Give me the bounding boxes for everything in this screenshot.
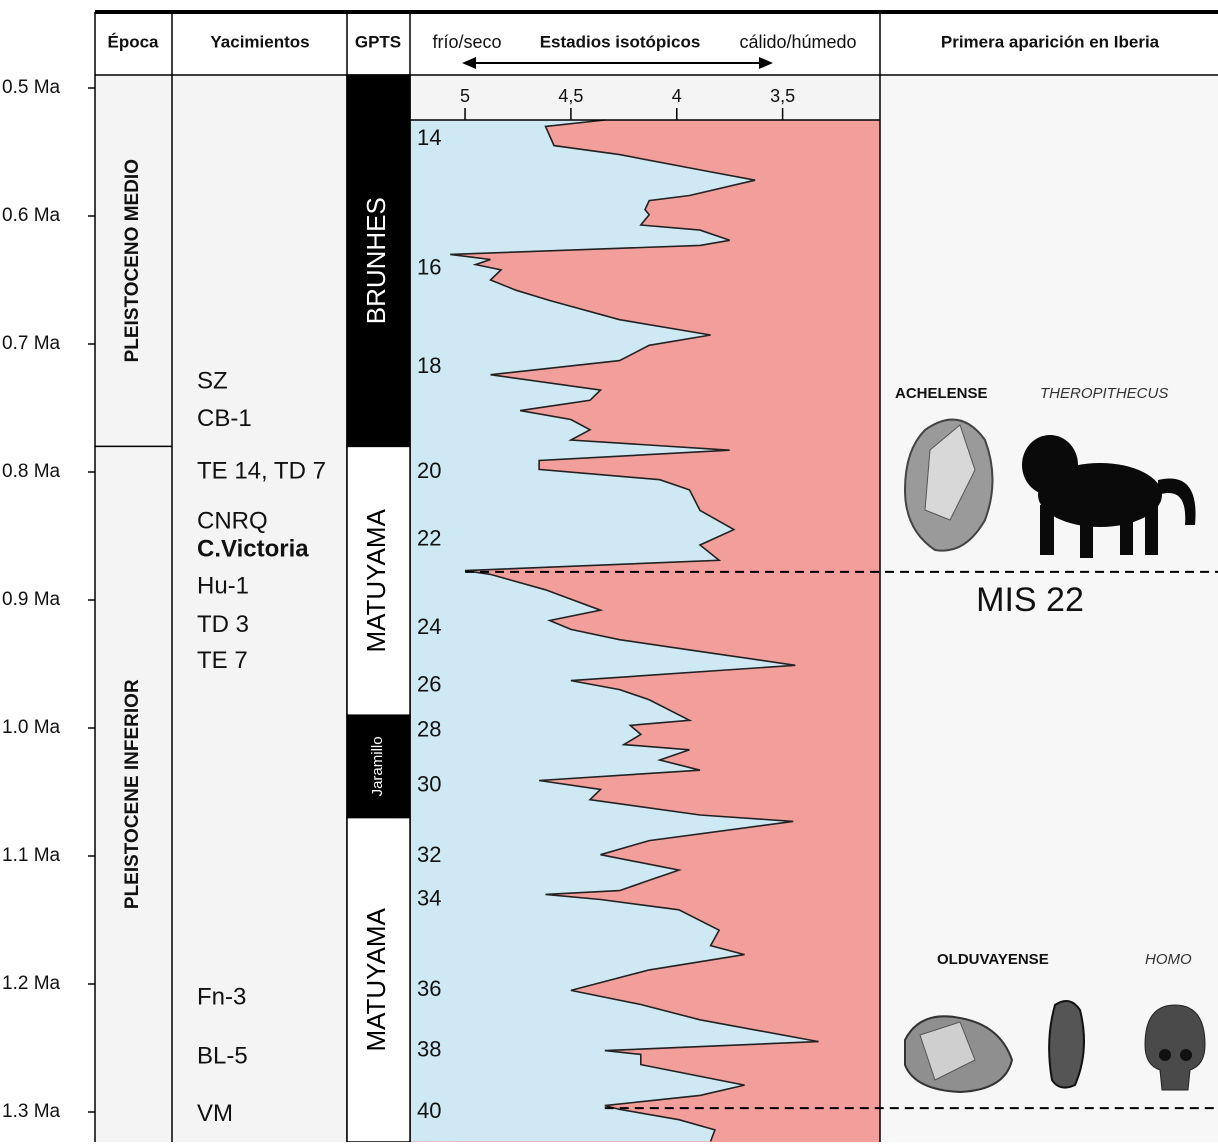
stage-label: 22 (417, 526, 441, 551)
chron-name: MATUYAMA (361, 907, 391, 1051)
header-first: Primera aparición en Iberia (941, 32, 1160, 51)
stage-label: 16 (417, 254, 441, 279)
header-cold: frío/seco (432, 32, 501, 52)
header-epoch: Época (107, 32, 159, 51)
chron-name: MATUYAMA (361, 508, 391, 652)
site-name: C.Victoria (197, 535, 309, 562)
x-tick-label: 4,5 (558, 86, 583, 106)
header-gpts: GPTS (355, 32, 401, 51)
mis-22-label: MIS 22 (976, 581, 1084, 619)
stage-label: 14 (417, 125, 441, 150)
stage-label: 32 (417, 842, 441, 867)
site-name: CNRQ (197, 507, 268, 534)
header-warm: cálido/húmedo (739, 32, 856, 52)
stage-label: 38 (417, 1036, 441, 1061)
appearance-item: HOMO (1145, 951, 1192, 968)
header-isotopes: Estadios isotópicos (540, 32, 701, 51)
stage-label: 20 (417, 458, 441, 483)
site-name: VM (197, 1100, 233, 1127)
age-tick-label: 0.6 Ma (2, 205, 61, 226)
stage-label: 40 (417, 1098, 441, 1123)
age-tick-label: 0.9 Ma (2, 589, 61, 610)
stage-label: 36 (417, 976, 441, 1001)
age-tick-label: 1.1 Ma (2, 845, 61, 866)
arrow (462, 57, 773, 69)
site-name: TE 7 (197, 647, 248, 674)
appearance-item: OLDUVAYENSE (937, 951, 1049, 968)
appearance-item: THEROPITHECUS (1040, 385, 1168, 402)
age-tick-label: 0.5 Ma (2, 77, 61, 98)
site-name: Hu-1 (197, 573, 249, 600)
stage-label: 24 (417, 614, 441, 639)
site-name: SZ (197, 368, 228, 395)
age-tick-label: 0.7 Ma (2, 333, 61, 354)
x-tick-label: 5 (460, 86, 470, 106)
x-tick-label: 4 (672, 86, 682, 106)
site-name: TE 14, TD 7 (197, 457, 326, 484)
flake-icon (1049, 1001, 1084, 1088)
site-name: TD 3 (197, 611, 249, 638)
age-tick-label: 1.0 Ma (2, 717, 61, 738)
site-name: CB-1 (197, 405, 252, 432)
site-name: BL-5 (197, 1042, 248, 1069)
age-tick-label: 0.8 Ma (2, 461, 61, 482)
site-name: Fn-3 (197, 983, 246, 1010)
stage-label: 18 (417, 353, 441, 378)
epoch-name: PLEISTOCENE INFERIOR (122, 679, 143, 909)
epoch-name: PLEISTOCENO MEDIO (122, 159, 143, 362)
x-tick-label: 3,5 (770, 86, 795, 106)
age-tick-label: 1.3 Ma (2, 1101, 61, 1122)
appearance-item: ACHELENSE (895, 385, 988, 402)
age-tick-label: 1.2 Ma (2, 973, 61, 994)
stage-label: 28 (417, 716, 441, 741)
figure: Época Yacimientos GPTS frío/seco Estadio… (0, 0, 1218, 1142)
stage-label: 30 (417, 771, 441, 796)
stage-label: 26 (417, 672, 441, 697)
chron-name: Jaramillo (369, 736, 386, 796)
chron-name: BRUNHES (361, 197, 391, 324)
header-sites: Yacimientos (210, 32, 309, 51)
stage-label: 34 (417, 885, 441, 910)
